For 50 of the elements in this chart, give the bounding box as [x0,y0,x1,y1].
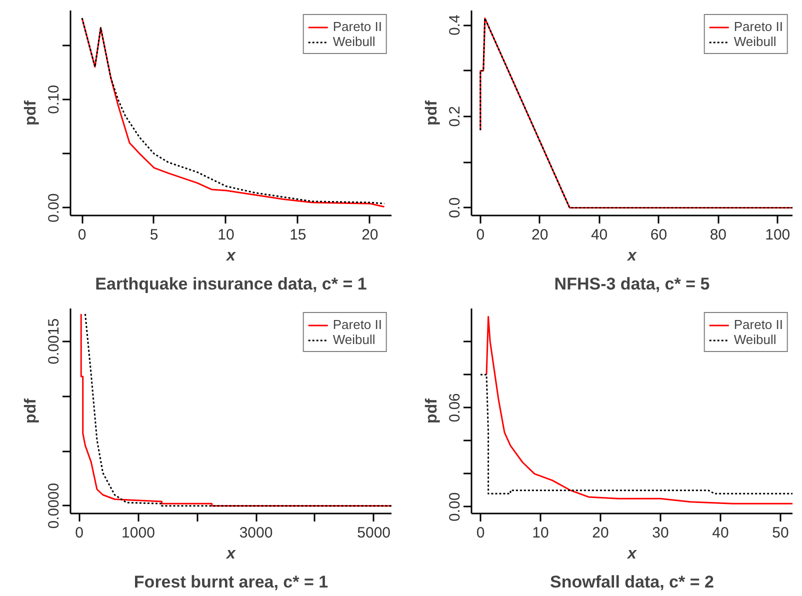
text: Snowfall data, c* = 2 [550,572,714,592]
y-axis-title: pdf [424,100,440,126]
x-tick-label: 50 [772,524,789,542]
y-tick-label: 0.4 [446,14,464,36]
x-tick-label: 100 [765,226,790,244]
y-tick-label: 0.2 [446,106,464,127]
y-tick-label: 0.0 [446,197,464,218]
legend-label: Pareto II [332,317,382,332]
y-axis-title: pdf [22,100,40,126]
x-tick-label: 5 [150,226,158,244]
x-tick-label: 0 [78,226,86,244]
x-tick-label: 0 [476,226,485,244]
y-tick-label: 0.0000 [46,482,62,529]
x-tick-label: 80 [710,226,727,244]
text: NFHS-3 data, c* = 5 [554,274,710,294]
x-tick-label: 10 [218,226,234,244]
x-tick-label: 40 [712,524,729,542]
x-tick-label: 20 [532,226,548,244]
x-tick-label: 0 [75,524,84,542]
legend-label: Pareto II [734,19,783,34]
x-axis-title: x [626,546,638,562]
x-tick-label: 20 [362,226,378,244]
x-axis-title: x [226,546,237,562]
y-tick-label: 0.10 [46,84,62,114]
text: Earthquake insurance data, c* = 1 [95,274,367,294]
x-tick-label: 60 [650,226,668,244]
y-axis-title: pdf [424,398,440,424]
y-tick-label: 0.00 [46,193,62,223]
x-tick-label: 40 [590,226,608,244]
legend-label: Weibull [734,34,776,49]
y-tick-label: 0.06 [446,393,464,422]
x-tick-label: 3000 [239,524,273,542]
x-axis-title: x [626,248,638,264]
x-tick-label: 0 [476,524,485,542]
legend-label: Pareto II [734,317,783,332]
legend-label: Weibull [734,332,776,347]
text: Forest burnt area, c* = 1 [134,572,328,592]
y-tick-label: 0.0015 [46,318,62,364]
x-tick-label: 10 [532,524,549,542]
legend-label: Pareto II [332,19,382,34]
x-tick-label: 30 [652,524,669,542]
legend-label: Weibull [332,332,376,347]
x-tick-label: 1000 [122,524,155,542]
x-axis-title: x [226,248,237,264]
x-tick-label: 5000 [357,524,391,542]
x-tick-label: 20 [592,524,609,542]
x-tick-label: 15 [290,226,306,244]
y-tick-label: 0.00 [446,492,464,522]
legend-label: Weibull [332,34,376,49]
y-axis-title: pdf [22,398,40,424]
